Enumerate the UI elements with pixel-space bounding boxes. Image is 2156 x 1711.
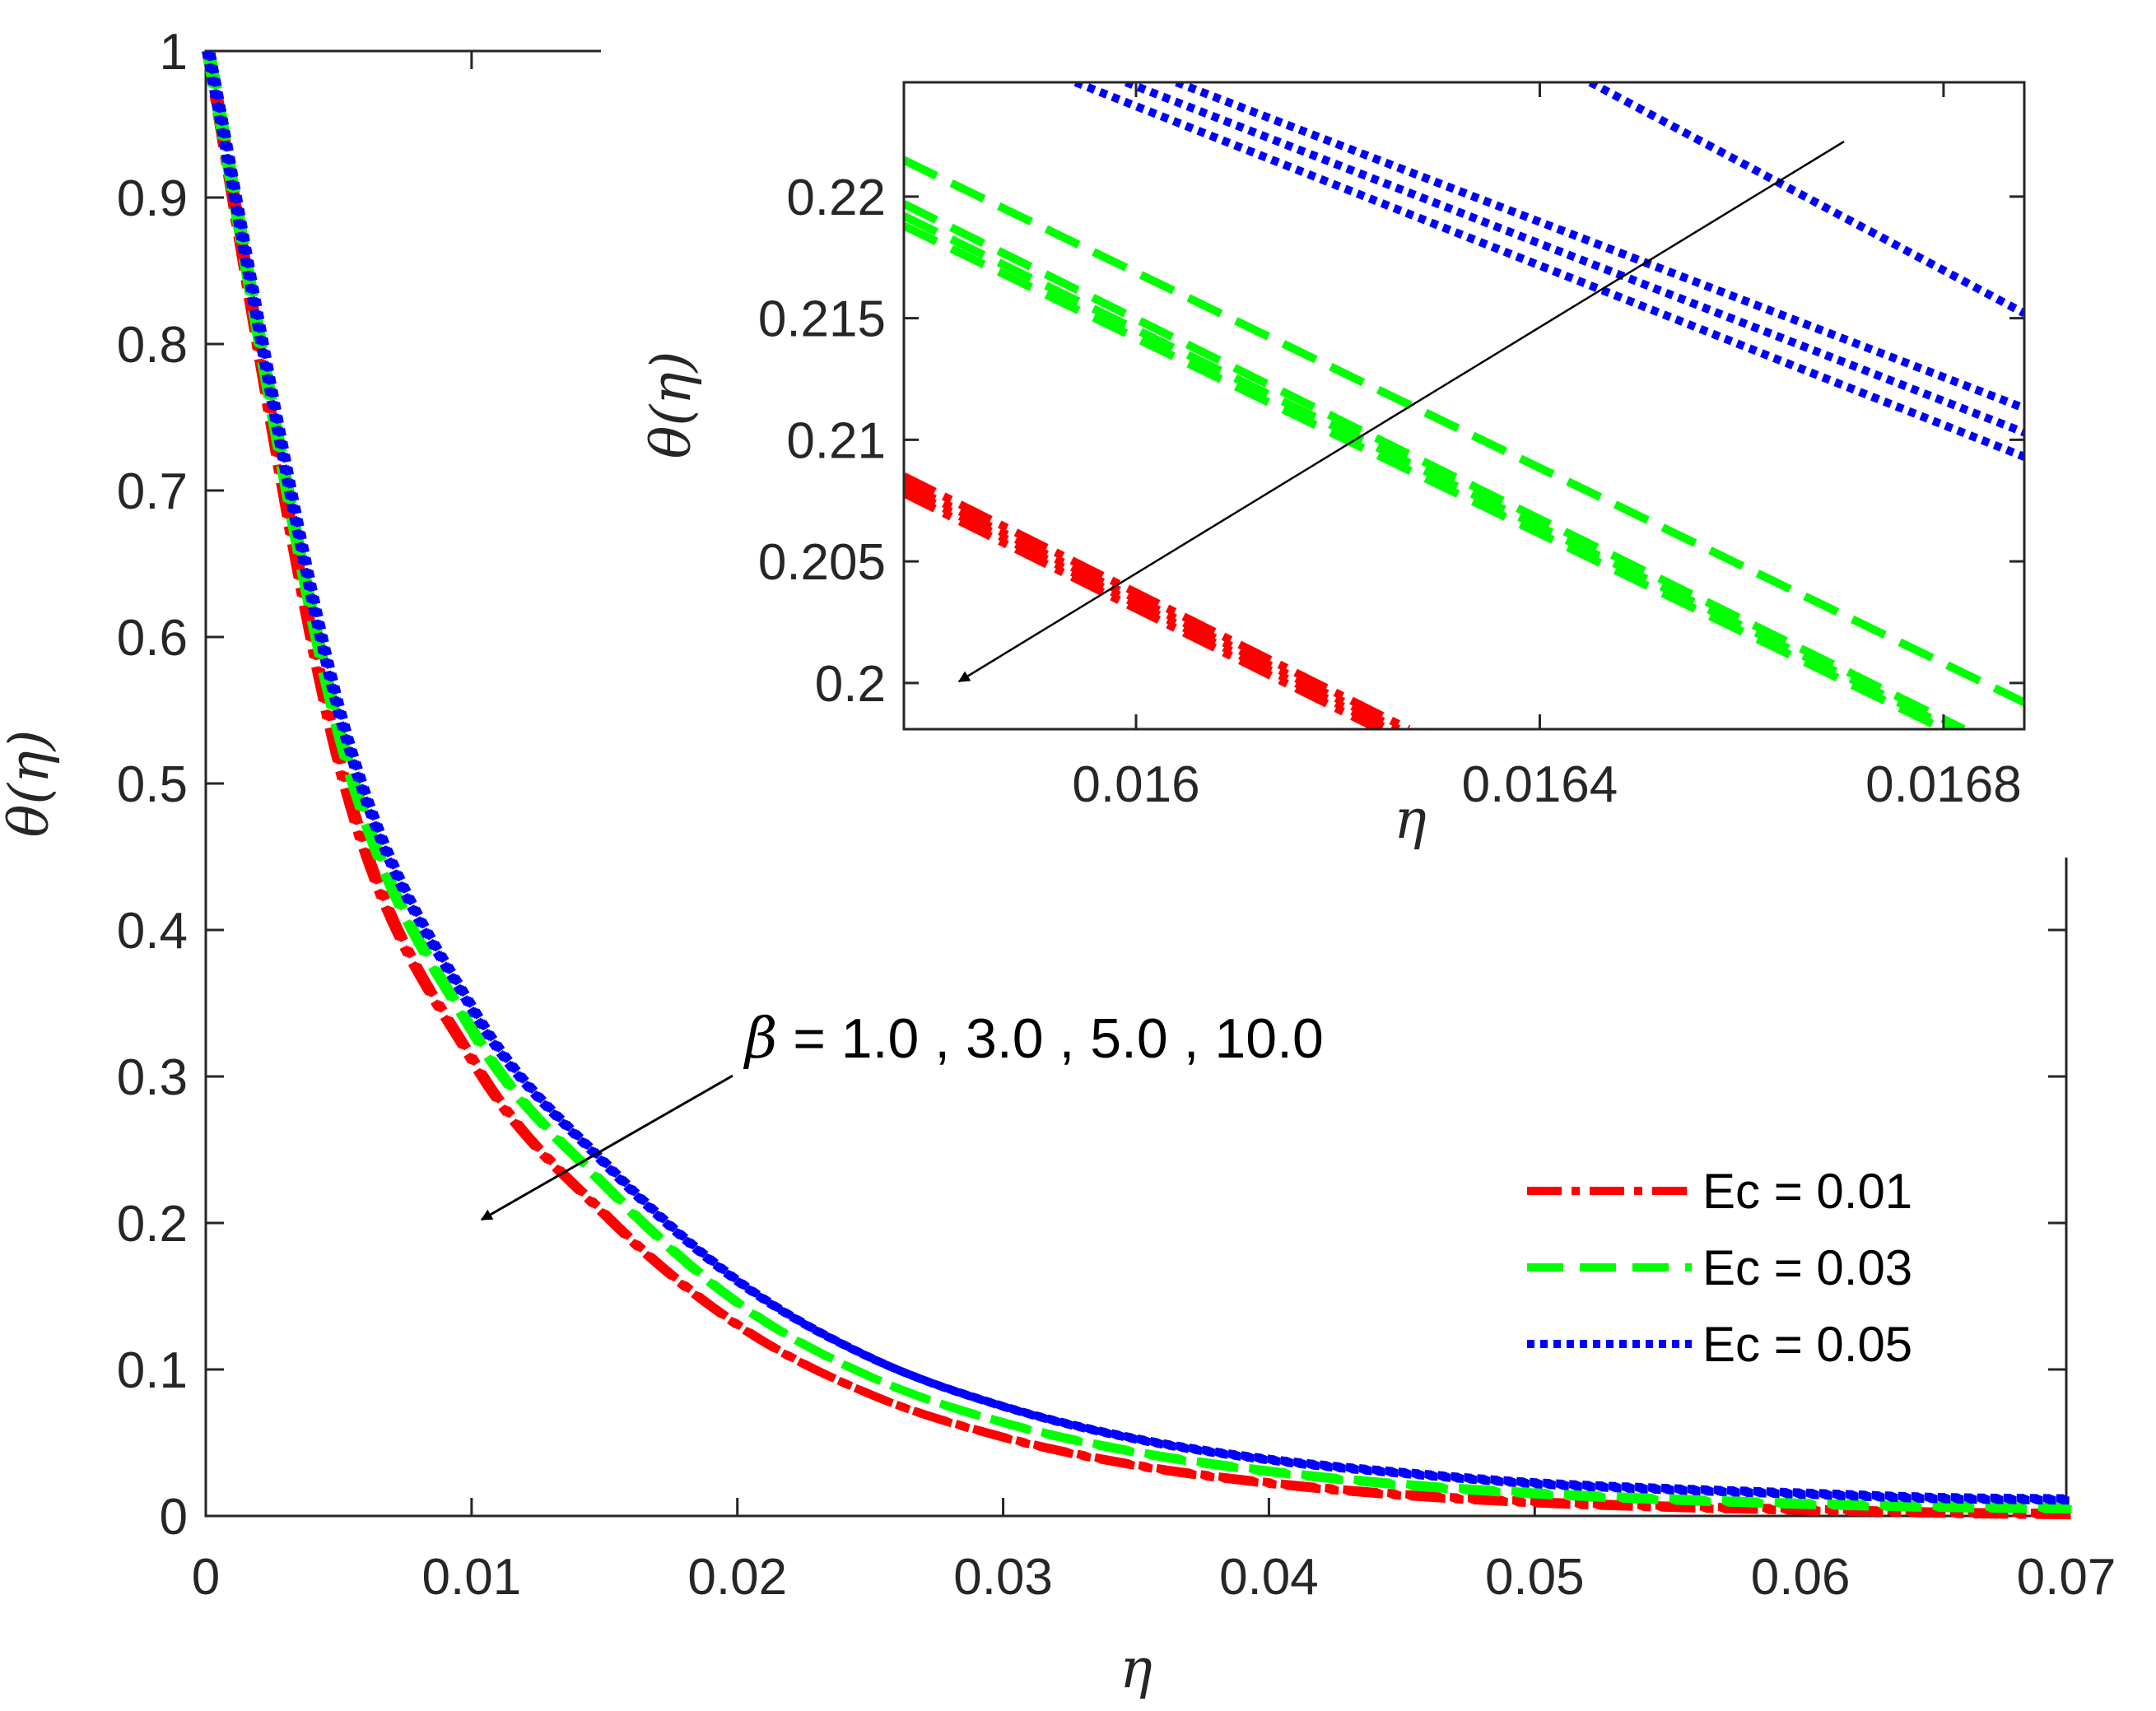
inset-curve-Ec003-beta-3 <box>904 200 1966 729</box>
main-x-tick-label: 0.01 <box>422 1549 522 1606</box>
main-x-tick-label: 0.03 <box>953 1549 1053 1606</box>
inset-plot-area <box>902 81 2026 731</box>
main-x-tick-label: 0.06 <box>1751 1549 1851 1606</box>
inset-y-tick-label: 0.205 <box>758 534 886 591</box>
inset-curve-Ec003-beta-5 <box>904 212 1956 729</box>
inset-curve-Ec005-beta-3 <box>1175 82 2024 412</box>
main-x-axis-label: η <box>1120 1637 1153 1700</box>
inset-curve-Ec005-beta-10 <box>1073 82 2024 461</box>
main-x-tick-label: 0 <box>192 1549 220 1606</box>
beta-symbol: β <box>743 1007 777 1072</box>
main-curve-Ec003-beta-10 <box>207 52 2072 1513</box>
main-y-tick-label: 0.2 <box>117 1196 188 1253</box>
inset-x-tick-label: 0.0164 <box>1462 756 1618 813</box>
main-y-tick-label: 0.9 <box>117 170 188 227</box>
main-y-tick-label: 0.8 <box>117 317 188 374</box>
main-curve-Ec005-beta-10 <box>207 52 2072 1505</box>
legend-label-ec-003: Ec = 0.03 <box>1702 1240 1912 1295</box>
inset-y-tick-label: 0.21 <box>786 412 886 469</box>
main-y-tick-label: 0.6 <box>117 610 188 667</box>
main-curve-Ec001-beta-10 <box>207 52 2072 1520</box>
inset-y-tick-label: 0.22 <box>786 170 886 226</box>
inset-y-tick-label: 0.215 <box>758 291 886 348</box>
main-x-tick-label: 0.04 <box>1219 1549 1319 1606</box>
inset-beta-arrow <box>957 140 1845 683</box>
main-y-axis-label: θ(η) <box>0 730 61 838</box>
inset-ticks: 0.016 0.0164 0.0168 0.2 0.205 0.21 0.215 0.22 <box>758 82 2024 813</box>
main-y-tick-label: 1 <box>160 24 188 81</box>
main-y-tick-label: 0.3 <box>117 1049 188 1106</box>
main-y-tick-label: 0.4 <box>117 903 188 960</box>
main-y-tick-label: 0.1 <box>117 1342 188 1399</box>
legend-label-ec-001: Ec = 0.01 <box>1702 1164 1912 1219</box>
beta-values: = 1.0 , 3.0 , 5.0 , 10.0 <box>777 1007 1323 1070</box>
inset-curves <box>904 82 2024 729</box>
main-y-tick-label: 0 <box>160 1489 188 1546</box>
inset-axes: 0.016 0.0164 0.0168 0.2 0.205 0.21 0.215 0.22 η… <box>601 18 2075 858</box>
legend-label-ec-005: Ec = 0.05 <box>1702 1317 1912 1372</box>
main-ticks: 0 0.01 0.02 0.03 0.04 0.05 0.06 0.07 0 0.1 0.2 0.3 0… <box>117 24 2116 1606</box>
inset-curve-Ec005-beta-5 <box>1124 82 2024 437</box>
inset-y-axis-label: θ(η) <box>640 351 703 459</box>
inset-curve-Ec005-beta-1 <box>1588 82 2024 318</box>
inset-x-axis-label: η <box>1394 788 1427 851</box>
inset-curve-Ec001-beta-10 <box>904 489 1381 729</box>
inset-curve-Ec003-beta-10 <box>904 221 1946 729</box>
main-y-tick-label: 0.5 <box>117 756 188 813</box>
inset-y-tick-label: 0.2 <box>815 656 886 713</box>
inset-x-tick-label: 0.0168 <box>1865 756 2022 813</box>
inset-curve-Ec001-beta-1 <box>904 472 1411 729</box>
main-x-tick-label: 0.05 <box>1485 1549 1585 1606</box>
main-curves <box>202 50 2072 1520</box>
main-x-tick-label: 0.07 <box>2017 1549 2116 1606</box>
main-y-tick-label: 0.7 <box>117 463 188 520</box>
legend: Ec = 0.01 Ec = 0.03 Ec = 0.05 <box>1508 1151 1953 1389</box>
inset-curve-Ec001-beta-5 <box>904 484 1390 729</box>
beta-annotation: β = 1.0 , 3.0 , 5.0 , 10.0 <box>743 1007 1324 1072</box>
inset-x-tick-label: 0.016 <box>1072 756 1199 813</box>
main-x-tick-label: 0.02 <box>687 1549 787 1606</box>
beta-arrow <box>480 1074 733 1221</box>
inset-curve-Ec001-beta-3 <box>904 480 1401 729</box>
